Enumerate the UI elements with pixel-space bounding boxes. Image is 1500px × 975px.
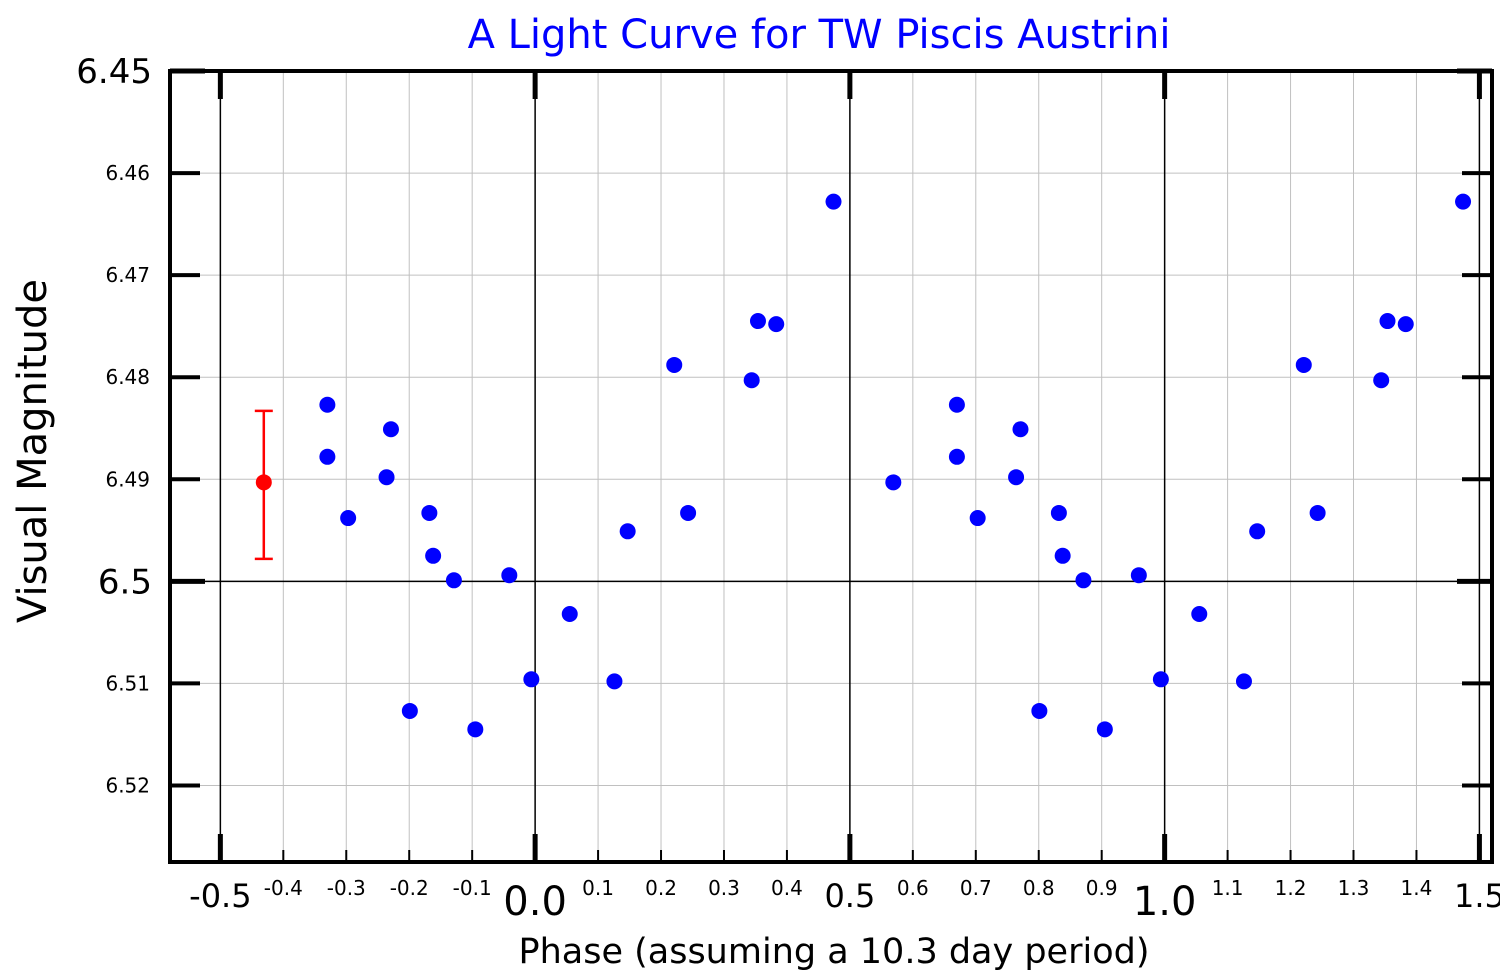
y-minor-tick-label: 6.51 [105,671,150,695]
data-point [1130,567,1147,584]
x-minor-tick-label: 0.2 [645,876,677,900]
data-point [523,671,540,688]
y-axis-label: Visual Magnitude [10,279,56,623]
data-point [340,510,357,527]
data-point [1235,673,1252,690]
x-minor-tick-label: 0.9 [1086,876,1118,900]
data-point [1012,421,1029,438]
x-minor-tick-label: -0.1 [453,876,492,900]
data-point [1397,316,1414,333]
x-minor-tick-label: -0.2 [390,876,429,900]
data-point [1054,547,1071,564]
data-point [501,567,518,584]
x-minor-tick-label: 1.1 [1212,876,1244,900]
data-point [619,523,636,540]
data-point [1373,372,1390,389]
y-major-tick-label: 6.5 [98,562,152,602]
data-point [1096,721,1113,738]
x-minor-tick-label: 0.3 [708,876,740,900]
chart-title: A Light Curve for TW Piscis Austrini [468,12,1171,58]
x-axis-label: Phase (assuming a 10.3 day period) [518,932,1149,972]
x-minor-tick-label: 1.4 [1401,876,1433,900]
data-point [1191,605,1208,622]
data-point [948,396,965,413]
data-point [1249,523,1266,540]
data-point [401,702,418,719]
data-point [768,316,785,333]
data-point [666,356,683,373]
data-point [743,372,760,389]
plot-frame [168,69,1494,864]
data-point [1075,572,1092,589]
x-minor-tick-label: 0.8 [1023,876,1055,900]
x-minor-tick-label: 1.2 [1275,876,1307,900]
y-major-tick-label: 6.45 [76,52,152,92]
data-point [1379,313,1396,330]
x-major-tick-label: 1.5 [1454,877,1500,915]
data-point [680,504,697,521]
y-tick-labels: 6.46 6.47 6.48 6.49 6.51 6.52 6.45 6.5 [76,52,152,797]
data-point [1008,469,1025,486]
data-point [1050,504,1067,521]
x-minor-tick-label: -0.3 [327,876,366,900]
x-minor-tick-label: 0.1 [582,876,614,900]
data-point [885,474,902,491]
error-bar-point [255,474,272,491]
data-point [1152,671,1169,688]
data-point [1455,193,1472,210]
x-minor-tick-label: 0.4 [771,876,803,900]
data-point [948,448,965,465]
data-point [1309,504,1326,521]
y-minor-tick-label: 6.52 [105,773,150,797]
y-minor-tick-label: 6.49 [105,467,150,491]
data-point [1031,702,1048,719]
x-minor-tick-label: -0.4 [264,876,303,900]
data-point [825,193,842,210]
x-major-tick-label: -0.5 [189,877,251,915]
x-minor-tick-label: 0.7 [960,876,992,900]
x-minor-tick-label: 1.3 [1338,876,1370,900]
x-tick-labels: -0.4 -0.3 -0.2 -0.1 0.1 0.2 0.3 0.4 0.6 0.7 0.8 0.9… [189,876,1500,925]
y-minor-tick-label: 6.48 [105,365,150,389]
data-point [421,504,438,521]
data-point [969,510,986,527]
y-minor-tick-label: 6.47 [105,263,150,287]
x-minor-tick-label: 0.6 [897,876,929,900]
x-major-tick-label: 0.5 [824,877,875,915]
data-point [1295,356,1312,373]
x-major-tick-label: 0.0 [503,879,567,925]
data-point [749,313,766,330]
x-major-tick-label: 1.0 [1133,879,1197,925]
error-bar-layer [254,409,273,561]
data-points [319,193,1472,738]
data-point [445,572,462,589]
y-minor-tick-label: 6.46 [105,161,150,185]
data-point [561,605,578,622]
data-point [467,721,484,738]
minor-gridlines [170,71,1492,862]
data-point [382,421,399,438]
data-point [606,673,623,690]
data-point [425,547,442,564]
data-point [319,448,336,465]
data-point [378,469,395,486]
data-point [319,396,336,413]
